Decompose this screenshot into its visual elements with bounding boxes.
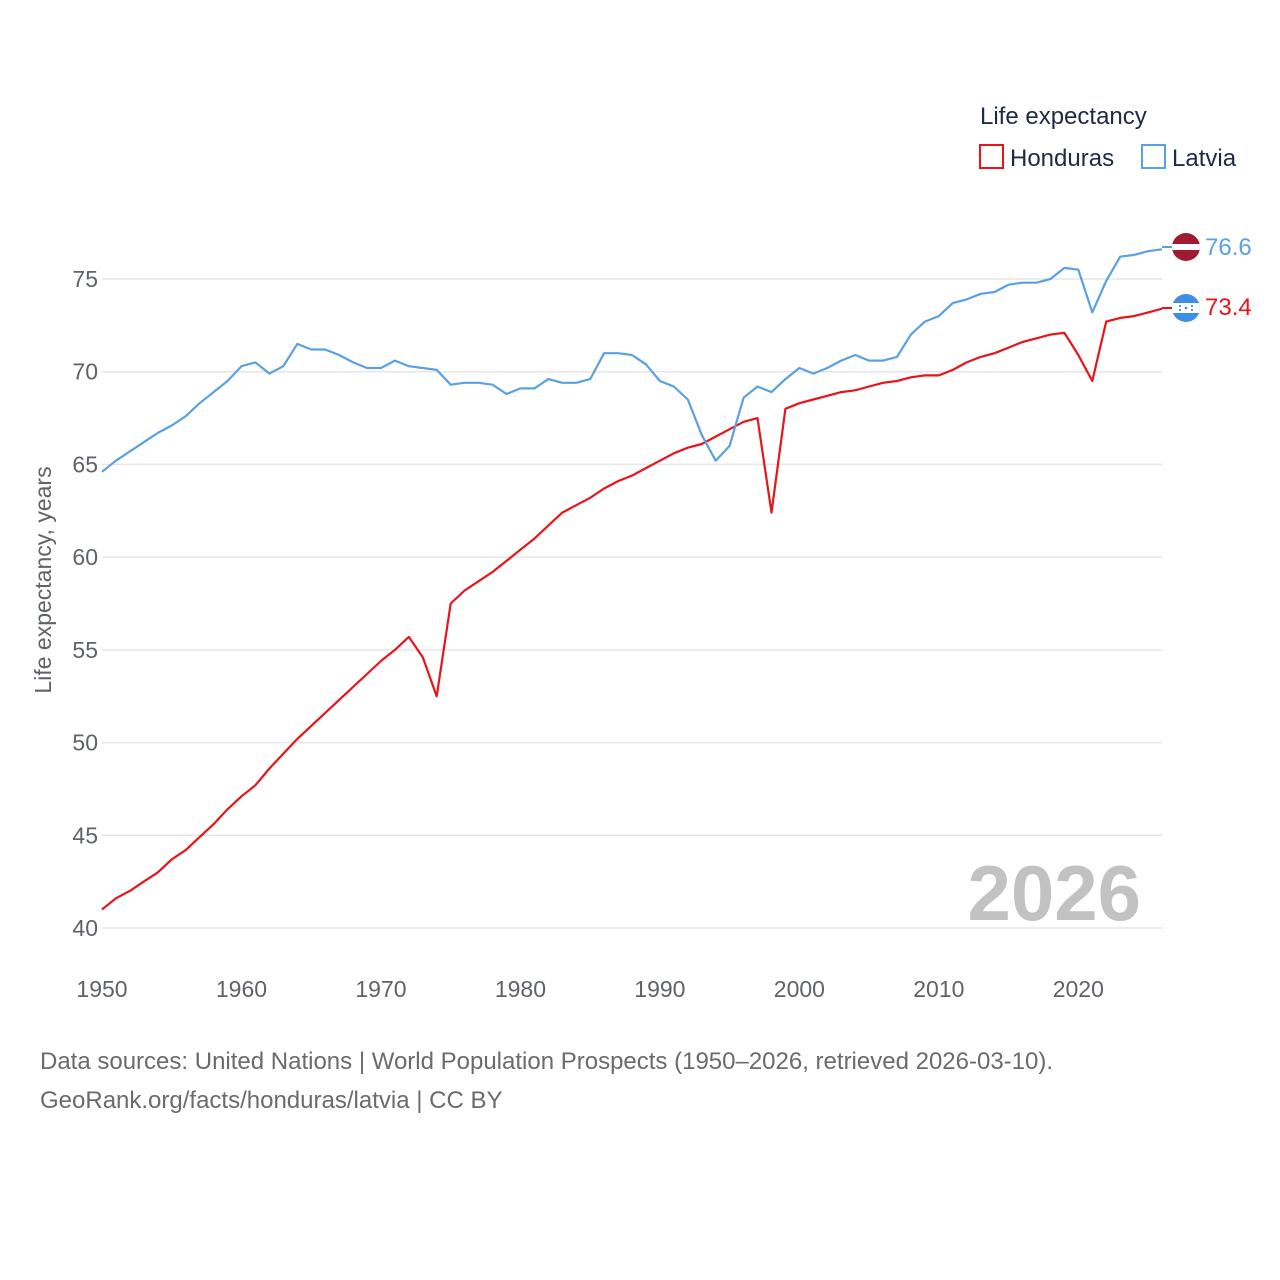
- x-tick-label: 1960: [216, 976, 267, 1002]
- series-line-honduras[interactable]: [101, 307, 1163, 911]
- series-lines: [101, 248, 1163, 911]
- x-tick-label: 1950: [76, 976, 127, 1002]
- y-tick-label: 60: [72, 544, 98, 570]
- x-tick-label: 2000: [774, 976, 825, 1002]
- legend-label-honduras[interactable]: Honduras: [1010, 145, 1114, 172]
- y-tick-label: 45: [72, 822, 98, 848]
- data-source-note: Data sources: United Nations | World Pop…: [40, 1042, 1053, 1120]
- series-line-latvia[interactable]: [101, 248, 1163, 473]
- grid-lines: [102, 278, 1162, 929]
- year-watermark: 2026: [967, 849, 1141, 937]
- legend-title: Life expectancy: [980, 103, 1147, 130]
- end-marker-latvia: 76.6: [1162, 233, 1252, 261]
- x-tick-label: 2010: [913, 976, 964, 1002]
- y-axis-ticks: 40 45 50 55 60 65 70 75: [72, 266, 98, 941]
- x-tick-label: 1970: [355, 976, 406, 1002]
- honduras-flag-icon: [1172, 294, 1200, 322]
- y-tick-label: 75: [72, 266, 98, 292]
- x-axis-ticks: 1950 1960 1970 1980 1990 2000 2010 2020: [76, 976, 1103, 1002]
- legend: Life expectancy Honduras Latvia: [979, 103, 1237, 172]
- source-line-2[interactable]: GeoRank.org/facts/honduras/latvia | CC B…: [40, 1087, 503, 1114]
- x-tick-label: 1990: [634, 976, 685, 1002]
- x-tick-label: 2020: [1053, 976, 1104, 1002]
- legend-label-latvia[interactable]: Latvia: [1172, 145, 1237, 172]
- y-tick-label: 55: [72, 637, 98, 663]
- end-label-honduras: 73.4: [1205, 294, 1252, 321]
- legend-swatch-latvia[interactable]: [1141, 144, 1166, 169]
- end-marker-honduras: 73.4: [1162, 294, 1252, 322]
- legend-swatch-honduras[interactable]: [979, 144, 1004, 169]
- end-label-latvia: 76.6: [1205, 234, 1252, 261]
- y-tick-label: 65: [72, 451, 98, 477]
- y-tick-label: 40: [72, 915, 98, 941]
- y-tick-label: 50: [72, 730, 98, 756]
- source-line-1: Data sources: United Nations | World Pop…: [40, 1048, 1054, 1075]
- latvia-flag-icon: [1172, 233, 1200, 261]
- x-tick-label: 1980: [495, 976, 546, 1002]
- y-axis-label: Life expectancy, years: [30, 466, 56, 693]
- y-tick-label: 70: [72, 359, 98, 385]
